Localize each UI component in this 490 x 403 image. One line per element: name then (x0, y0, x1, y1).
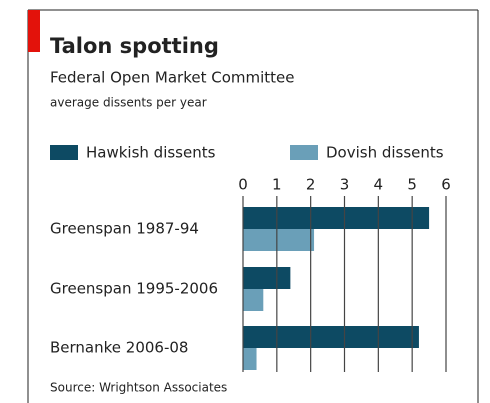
category-label: Greenspan 1995-2006 (50, 280, 218, 298)
x-tick-label: 4 (374, 176, 384, 194)
category-label: Greenspan 1987-94 (50, 220, 199, 238)
x-tick-label: 6 (441, 176, 451, 194)
x-tick-label: 3 (340, 176, 350, 194)
x-tick-label: 5 (407, 176, 417, 194)
red-tab (28, 10, 40, 52)
bar (243, 229, 315, 251)
chart-subtitle: Federal Open Market Committee (50, 69, 295, 87)
x-tick-label: 2 (306, 176, 316, 194)
source: Source: Wrightson Associates (50, 381, 227, 395)
legend-swatch (50, 145, 78, 160)
legend-swatch (290, 145, 318, 160)
unit-note: average dissents per year (50, 96, 207, 110)
bar (243, 289, 264, 311)
bar (243, 267, 291, 289)
chart-title: Talon spotting (50, 34, 219, 58)
x-tick-label: 0 (238, 176, 248, 194)
x-tick-label: 1 (272, 176, 282, 194)
bar (243, 326, 419, 348)
legend-label: Dovish dissents (326, 144, 444, 162)
category-label: Bernanke 2006-08 (50, 339, 188, 357)
legend-label: Hawkish dissents (86, 144, 216, 162)
bar (243, 207, 430, 229)
bar (243, 348, 257, 370)
